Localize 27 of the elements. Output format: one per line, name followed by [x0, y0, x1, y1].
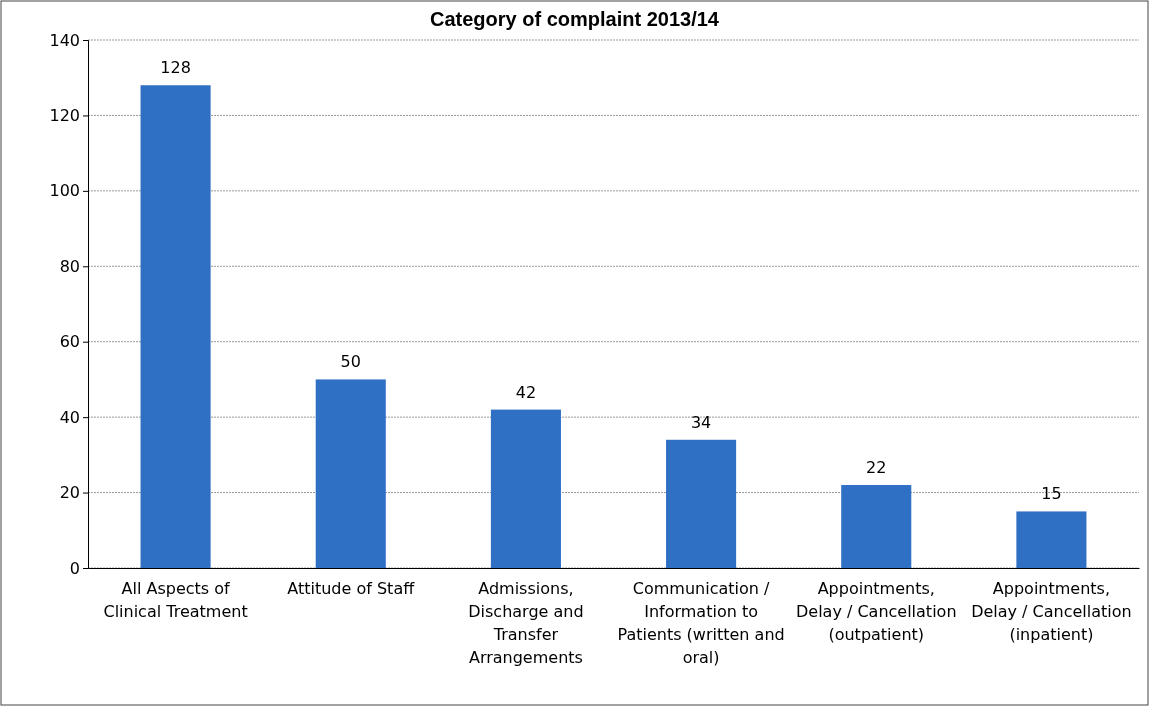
y-tick-label: 100 — [49, 181, 80, 201]
x-tick-label: Attitude of Staff — [287, 579, 416, 598]
y-tick-label: 80 — [59, 256, 80, 276]
bar — [490, 409, 561, 568]
chart-title: Category of complaint 2013/14 — [430, 8, 720, 30]
bar — [841, 485, 912, 568]
y-tick-label: 0 — [69, 558, 80, 578]
x-tick-label: Appointments, Delay / Cancellation (inpatient) — [971, 579, 1132, 644]
data-label: 42 — [515, 382, 537, 402]
bar — [666, 439, 737, 568]
y-tick-label: 60 — [59, 332, 80, 352]
x-tick-label: Appointments, Delay / Cancellation (outpatient) — [795, 579, 957, 644]
data-label: 50 — [340, 352, 361, 372]
x-tick-label: Communication / Information to Patients (written and oral) — [617, 579, 785, 667]
bar — [315, 379, 386, 568]
data-label: 22 — [866, 458, 887, 478]
data-label: 15 — [1041, 484, 1062, 504]
bar — [140, 85, 211, 568]
x-tick-label: All Aspects of Clinical Treatment — [103, 579, 248, 621]
data-label: 34 — [690, 412, 712, 432]
data-label: 128 — [160, 58, 191, 78]
y-tick-label: 20 — [59, 483, 80, 503]
bar — [1016, 511, 1087, 568]
y-tick-label: 40 — [59, 407, 80, 427]
y-tick-label: 140 — [49, 30, 80, 50]
x-tick-label: Admissions, Discharge and Transfer Arrangements — [468, 579, 584, 667]
y-tick-label: 120 — [49, 106, 80, 126]
